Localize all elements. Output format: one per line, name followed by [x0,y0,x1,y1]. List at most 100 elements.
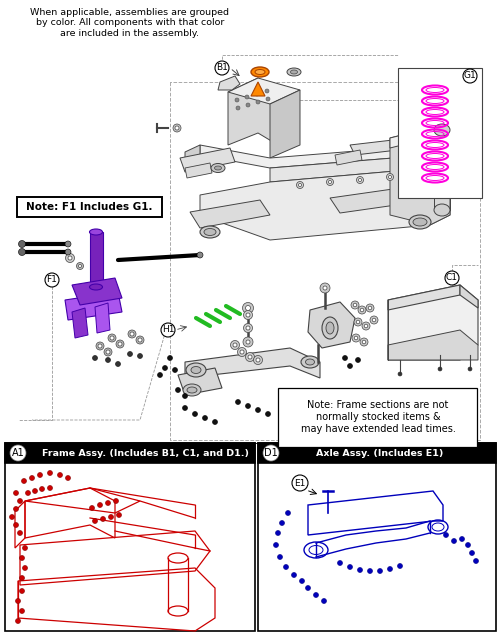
Circle shape [274,542,278,548]
Polygon shape [308,302,355,348]
Ellipse shape [322,317,338,339]
Circle shape [256,100,260,104]
Circle shape [110,336,114,340]
Circle shape [20,575,24,580]
Circle shape [202,415,207,420]
Circle shape [18,530,22,536]
Circle shape [366,304,374,312]
Circle shape [284,565,288,570]
Circle shape [358,568,362,572]
Polygon shape [335,150,362,165]
Circle shape [306,586,310,591]
Circle shape [22,479,26,484]
Polygon shape [330,188,410,213]
Circle shape [286,510,290,515]
Polygon shape [178,368,222,395]
Circle shape [172,368,178,372]
Circle shape [292,475,308,491]
Polygon shape [388,330,478,360]
Polygon shape [228,78,300,104]
Ellipse shape [306,359,314,365]
Polygon shape [390,128,430,148]
Ellipse shape [200,226,220,238]
Circle shape [296,182,304,189]
Circle shape [90,506,94,510]
Circle shape [76,263,84,270]
Circle shape [360,308,364,312]
Circle shape [245,95,249,99]
FancyBboxPatch shape [278,388,477,447]
Circle shape [20,608,24,613]
Ellipse shape [287,68,301,76]
Circle shape [58,472,62,477]
Bar [5,443,255,463]
Circle shape [10,515,14,520]
Circle shape [356,320,360,324]
Circle shape [353,303,357,307]
Ellipse shape [211,163,225,173]
Ellipse shape [90,284,102,290]
Polygon shape [460,285,478,308]
Circle shape [116,340,124,348]
Circle shape [276,530,280,536]
Circle shape [368,306,372,310]
Circle shape [438,367,442,371]
Circle shape [300,579,304,584]
Circle shape [362,322,370,330]
Circle shape [388,567,392,572]
Circle shape [182,394,188,399]
Polygon shape [185,145,200,162]
Polygon shape [72,278,122,305]
Circle shape [348,565,352,570]
Circle shape [265,89,269,93]
Polygon shape [65,292,122,320]
Circle shape [246,326,250,330]
Circle shape [460,537,464,541]
Circle shape [338,560,342,565]
Ellipse shape [186,363,206,377]
Circle shape [354,336,358,340]
Circle shape [230,341,239,349]
Circle shape [326,179,334,185]
Circle shape [298,184,302,187]
Circle shape [378,568,382,573]
Circle shape [138,338,142,342]
Circle shape [356,177,364,184]
Circle shape [114,499,118,503]
Bar [398,68,482,198]
Circle shape [386,173,394,180]
Circle shape [468,367,472,371]
Circle shape [92,356,98,361]
Circle shape [18,499,22,503]
Circle shape [452,539,456,544]
Polygon shape [185,348,320,378]
Circle shape [256,408,260,413]
Ellipse shape [434,124,450,136]
Circle shape [323,286,327,290]
Circle shape [246,103,250,107]
Polygon shape [388,285,478,360]
Circle shape [22,546,28,551]
Circle shape [65,241,71,247]
Ellipse shape [191,367,201,373]
Polygon shape [180,148,235,172]
Text: Note: F1 Includes G1.: Note: F1 Includes G1. [26,202,152,212]
Circle shape [78,265,82,268]
Polygon shape [95,303,110,333]
Polygon shape [390,128,450,225]
Polygon shape [270,155,430,182]
Circle shape [40,487,44,491]
Bar [258,443,496,631]
Circle shape [173,124,181,132]
Circle shape [20,556,24,560]
Bar [90,232,103,287]
Circle shape [128,330,136,338]
Circle shape [328,180,332,184]
Circle shape [182,406,188,410]
Circle shape [138,353,142,358]
Circle shape [116,361,120,367]
Circle shape [444,532,448,537]
Polygon shape [185,163,212,178]
Circle shape [18,241,26,248]
Circle shape [362,340,366,344]
